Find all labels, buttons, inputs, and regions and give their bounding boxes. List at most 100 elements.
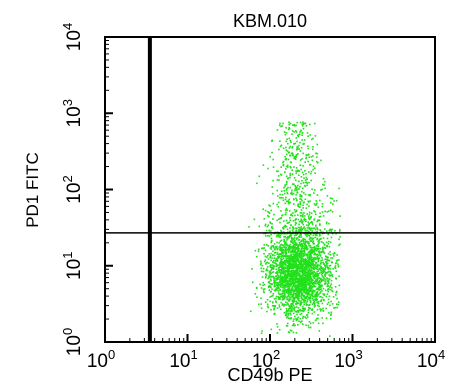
event-point — [309, 270, 312, 273]
event-point — [322, 237, 325, 239]
event-point — [308, 228, 311, 230]
event-point — [292, 245, 295, 248]
event-point — [325, 222, 328, 225]
event-point — [303, 212, 305, 214]
event-point — [292, 219, 295, 222]
event-point — [308, 307, 311, 309]
event-point — [288, 210, 291, 212]
event-point — [326, 264, 328, 266]
event-point — [303, 303, 305, 306]
event-point — [331, 257, 334, 259]
event-point — [293, 234, 296, 237]
event-point — [291, 266, 294, 269]
event-point — [293, 241, 295, 243]
event-point — [297, 146, 299, 149]
event-point — [253, 218, 256, 221]
event-point — [302, 258, 304, 260]
event-point — [279, 271, 282, 274]
event-point — [304, 292, 307, 294]
event-point — [314, 319, 317, 321]
event-point — [302, 278, 305, 280]
event-point — [302, 286, 305, 288]
event-point — [327, 267, 329, 269]
event-point — [327, 233, 329, 236]
event-point — [319, 286, 321, 289]
event-point — [268, 262, 270, 264]
event-point — [299, 228, 302, 230]
event-point — [280, 230, 283, 233]
event-point — [329, 288, 331, 291]
event-point — [328, 312, 330, 314]
event-point — [298, 289, 301, 291]
event-point — [327, 256, 329, 259]
event-point — [327, 288, 330, 290]
event-point — [329, 251, 331, 253]
event-point — [313, 258, 315, 260]
event-point — [288, 244, 291, 247]
event-point — [319, 215, 322, 218]
event-point — [284, 241, 287, 243]
event-point — [318, 293, 320, 296]
event-point — [291, 293, 294, 296]
event-point — [293, 282, 296, 285]
event-point — [293, 262, 296, 265]
event-point — [304, 282, 306, 285]
event-point — [313, 253, 315, 256]
event-point — [301, 134, 303, 136]
event-point — [276, 323, 278, 325]
event-point — [289, 272, 292, 274]
event-point — [327, 243, 330, 245]
event-point — [283, 286, 286, 289]
event-point — [302, 204, 304, 207]
event-point — [294, 232, 297, 235]
event-point — [295, 238, 298, 241]
event-point — [292, 124, 294, 126]
event-point — [307, 254, 309, 257]
event-point — [307, 309, 310, 311]
event-point — [308, 211, 311, 214]
event-point — [285, 301, 287, 303]
event-point — [301, 180, 303, 182]
event-point — [299, 313, 302, 316]
event-point — [322, 267, 324, 269]
event-point — [308, 171, 310, 173]
event-point — [295, 332, 298, 334]
event-point — [298, 133, 301, 136]
event-point — [296, 285, 298, 288]
event-point — [301, 246, 303, 249]
event-point — [309, 300, 312, 303]
event-point — [285, 291, 288, 294]
event-point — [284, 266, 286, 268]
event-point — [304, 288, 306, 290]
event-point — [271, 140, 273, 142]
event-point — [309, 301, 312, 304]
event-point — [308, 261, 311, 264]
event-point — [327, 259, 330, 261]
event-point — [316, 293, 318, 296]
event-point — [309, 251, 311, 253]
event-point — [312, 295, 314, 298]
y-axis-label: PD1 FITC — [23, 152, 42, 228]
event-point — [316, 304, 319, 307]
event-point — [267, 167, 269, 170]
event-point — [279, 217, 282, 219]
event-point — [289, 227, 291, 229]
event-point — [306, 184, 308, 186]
event-point — [277, 268, 280, 270]
event-point — [310, 287, 313, 290]
event-point — [292, 295, 295, 297]
event-point — [314, 247, 317, 250]
event-point — [275, 268, 278, 271]
event-point — [290, 237, 293, 239]
event-point — [273, 213, 275, 216]
event-point — [289, 312, 292, 314]
event-point — [324, 289, 327, 292]
event-point — [298, 294, 300, 296]
event-point — [318, 233, 321, 236]
event-point — [304, 284, 307, 286]
event-point — [286, 181, 288, 184]
event-point — [297, 187, 300, 190]
event-point — [307, 135, 309, 137]
event-point — [294, 296, 297, 299]
event-point — [314, 211, 316, 213]
